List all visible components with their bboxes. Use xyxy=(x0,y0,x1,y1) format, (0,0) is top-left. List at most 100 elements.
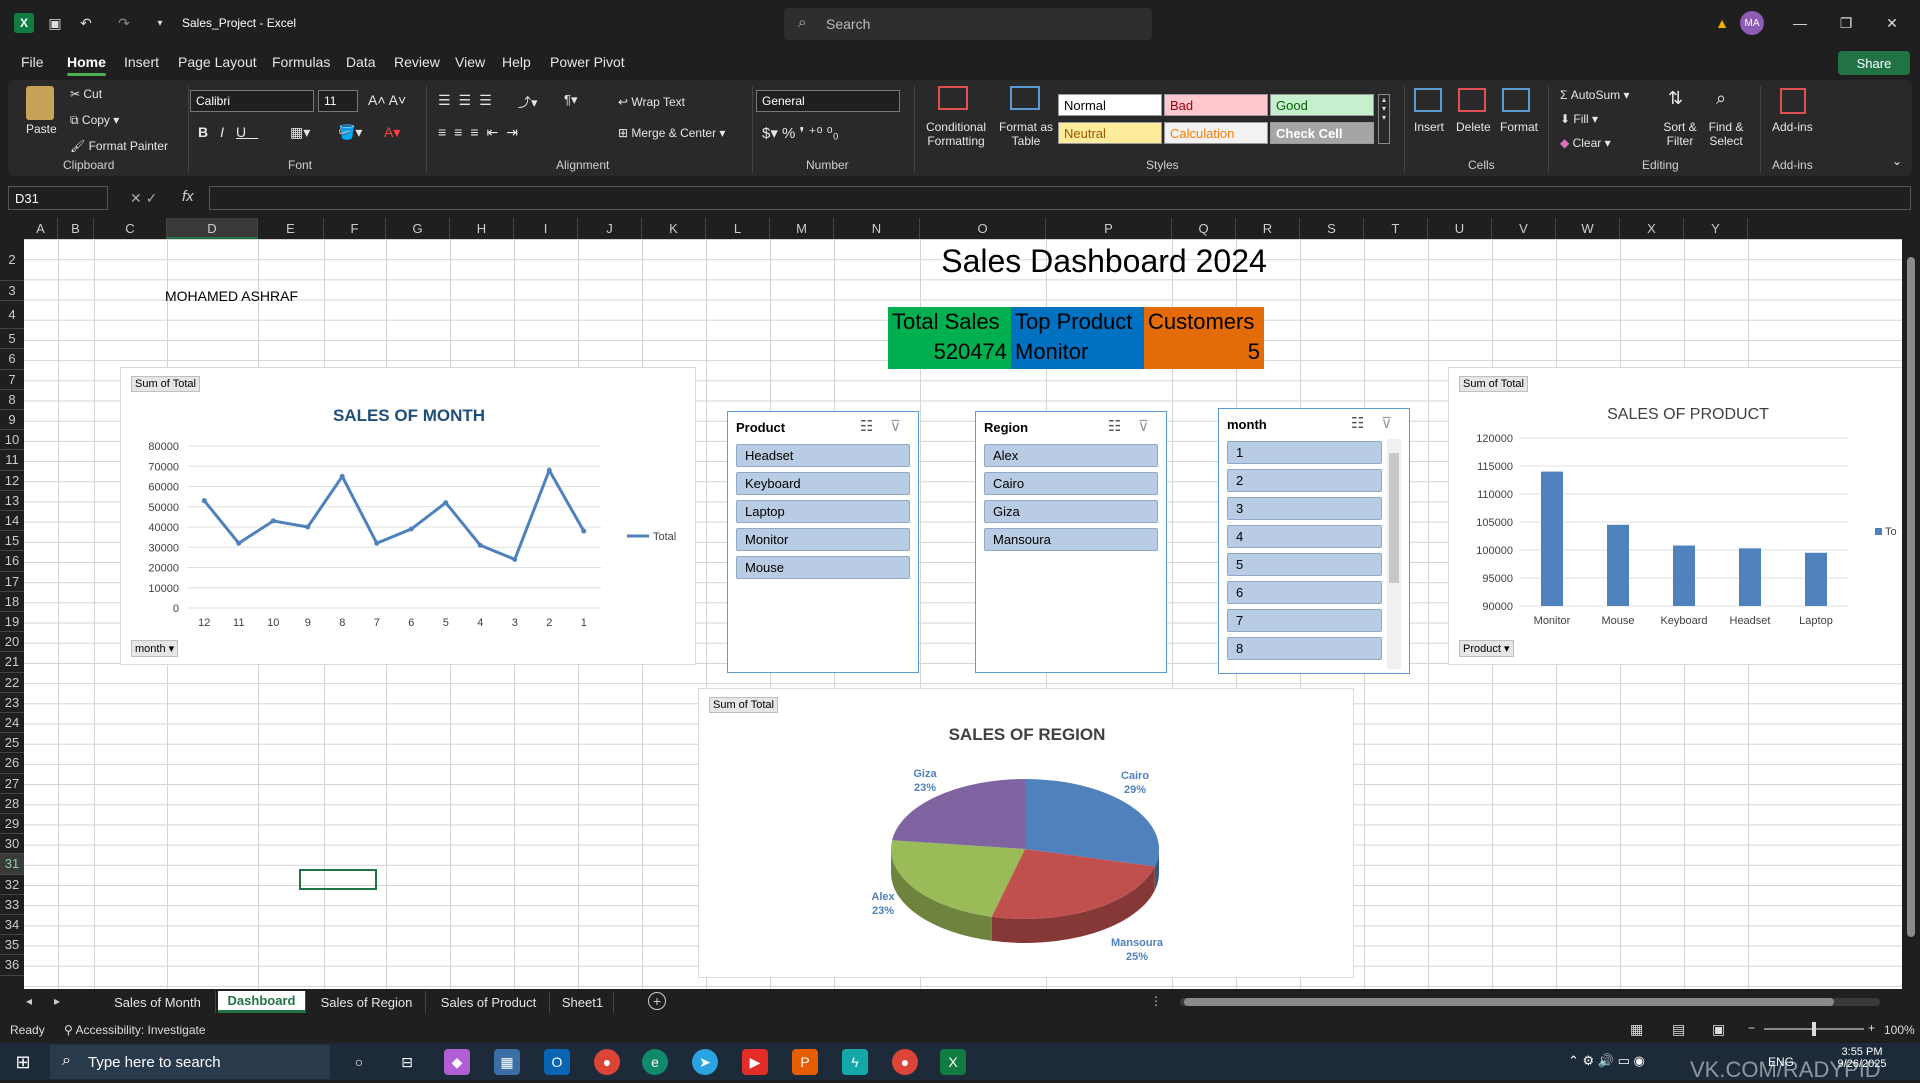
column-header-M[interactable]: M xyxy=(770,218,834,239)
slicer-region-item[interactable]: Mansoura xyxy=(984,528,1158,551)
close-icon[interactable]: ✕ xyxy=(1886,14,1898,31)
add-ins-icon[interactable] xyxy=(1780,88,1806,114)
slicer-product-item[interactable]: Mouse xyxy=(736,556,910,579)
format-as-table-icon[interactable] xyxy=(1010,86,1040,110)
insert-cells-button[interactable]: Insert xyxy=(1414,120,1445,134)
slicer-scrollbar[interactable] xyxy=(1387,439,1401,669)
slicer-product-item[interactable]: Headset xyxy=(736,444,910,467)
pivot-field-month[interactable]: month ▾ xyxy=(131,640,179,657)
edge-icon[interactable]: e xyxy=(642,1049,668,1075)
fill-color-icon[interactable]: 🪣▾ xyxy=(338,124,363,140)
tab-help[interactable]: Help xyxy=(502,54,531,70)
row-header-13[interactable]: 13 xyxy=(0,491,24,511)
row-header-16[interactable]: 16 xyxy=(0,551,24,572)
zoom-slider-thumb[interactable] xyxy=(1812,1022,1816,1036)
slicer-region[interactable]: Region ☷ ⊽ Alex Cairo Giza Mansoura xyxy=(975,411,1167,673)
column-header-N[interactable]: N xyxy=(834,218,920,239)
clock[interactable]: 3:55 PM 9/26/2025 xyxy=(1832,1046,1892,1070)
chrome-icon[interactable]: ● xyxy=(594,1049,620,1075)
horizontal-align-icons[interactable]: ≡≡≡⇤⇥ xyxy=(438,124,526,140)
clear-button[interactable]: ◆ Clear ▾ xyxy=(1560,136,1611,150)
share-button[interactable]: Share xyxy=(1838,51,1910,75)
sort-filter-button[interactable]: Sort & Filter xyxy=(1663,120,1697,148)
column-header-V[interactable]: V xyxy=(1492,218,1556,239)
row-header-3[interactable]: 3 xyxy=(0,281,24,302)
customize-toolbar-icon[interactable]: ▾ xyxy=(157,17,163,29)
delete-cells-button[interactable]: Delete xyxy=(1456,120,1491,134)
sheet-tab-dashboard[interactable]: Dashboard xyxy=(218,991,306,1013)
system-tray-icons[interactable]: ⌃ ⚙ 🔊 ▭ ◉ xyxy=(1568,1053,1645,1068)
youtube-icon[interactable]: ▶ xyxy=(742,1049,768,1075)
clear-filter-icon[interactable]: ⊽ xyxy=(890,418,901,435)
style-bad[interactable]: Bad xyxy=(1164,94,1268,116)
tab-formulas[interactable]: Formulas xyxy=(272,54,331,70)
slicer-month[interactable]: month ☷ ⊽ 1 2 3 4 5 6 7 8 xyxy=(1218,408,1410,674)
column-header-S[interactable]: S xyxy=(1300,218,1364,239)
tab-insert[interactable]: Insert xyxy=(124,54,160,70)
font-size-select[interactable]: 11 xyxy=(318,90,358,112)
font-grow-shrink-icon[interactable]: A˄ A˅ xyxy=(368,92,407,108)
taskbar-search[interactable]: ⌕ Type here to search xyxy=(50,1045,330,1079)
column-header-E[interactable]: E xyxy=(258,218,324,239)
row-header-18[interactable]: 18 xyxy=(0,592,24,612)
tab-file[interactable]: File xyxy=(21,54,44,70)
slicer-region-item[interactable]: Alex xyxy=(984,444,1158,467)
column-header-U[interactable]: U xyxy=(1428,218,1492,239)
next-sheet-icon[interactable]: ▸ xyxy=(54,994,61,1008)
horizontal-scrollbar[interactable] xyxy=(1180,998,1880,1006)
row-header-26[interactable]: 26 xyxy=(0,753,24,774)
sheet-tab-sheet1[interactable]: Sheet1 xyxy=(552,991,614,1013)
borders-icon[interactable]: ▦▾ xyxy=(290,124,311,140)
slicer-month-item[interactable]: 6 xyxy=(1227,581,1382,604)
column-header-C[interactable]: C xyxy=(94,218,167,239)
slicer-region-item[interactable]: Giza xyxy=(984,500,1158,523)
column-header-P[interactable]: P xyxy=(1046,218,1172,239)
row-header-2[interactable]: 2 xyxy=(0,239,24,281)
scroll-thumb[interactable] xyxy=(1389,453,1399,583)
column-header-G[interactable]: G xyxy=(386,218,450,239)
row-header-5[interactable]: 5 xyxy=(0,329,24,350)
cut-button[interactable]: ✂ Cut xyxy=(70,87,102,101)
row-header-15[interactable]: 15 xyxy=(0,531,24,552)
column-header-K[interactable]: K xyxy=(642,218,706,239)
conditional-formatting-button[interactable]: Conditional Formatting xyxy=(925,120,987,148)
row-header-19[interactable]: 19 xyxy=(0,612,24,633)
style-neutral[interactable]: Neutral xyxy=(1058,122,1162,144)
row-header-4[interactable]: 4 xyxy=(0,301,24,330)
column-header-B[interactable]: B xyxy=(58,218,94,239)
column-header-F[interactable]: F xyxy=(324,218,386,239)
pivot-field-sum-total[interactable]: Sum of Total xyxy=(1459,376,1528,392)
row-header-20[interactable]: 20 xyxy=(0,632,24,653)
slicer-month-item[interactable]: 2 xyxy=(1227,469,1382,492)
row-header-22[interactable]: 22 xyxy=(0,673,24,693)
multi-select-icon[interactable]: ☷ xyxy=(860,418,874,435)
collapse-ribbon-icon[interactable]: ⌄ xyxy=(1892,154,1903,168)
scroll-thumb[interactable] xyxy=(1907,257,1915,937)
pivot-field-sum-total[interactable]: Sum of Total xyxy=(709,697,778,713)
tab-review[interactable]: Review xyxy=(394,54,440,70)
zoom-in-icon[interactable]: + xyxy=(1868,1021,1876,1035)
row-header-14[interactable]: 14 xyxy=(0,511,24,532)
slicer-month-item[interactable]: 3 xyxy=(1227,497,1382,520)
minimize-icon[interactable]: — xyxy=(1793,15,1807,31)
store-icon[interactable]: ▦ xyxy=(494,1049,520,1075)
slicer-product-item[interactable]: Laptop xyxy=(736,500,910,523)
pivot-field-product[interactable]: Product ▾ xyxy=(1459,640,1514,657)
row-header-33[interactable]: 33 xyxy=(0,895,24,915)
slicer-product[interactable]: Product ☷ ⊽ Headset Keyboard Laptop Monitor… xyxy=(727,411,919,673)
format-painter-button[interactable]: 🖌 Format Painter xyxy=(70,139,168,153)
restore-icon[interactable]: ❐ xyxy=(1839,14,1853,31)
row-header-7[interactable]: 7 xyxy=(0,370,24,390)
column-header-X[interactable]: X xyxy=(1620,218,1684,239)
paste-button[interactable]: Paste xyxy=(26,122,57,136)
slicer-product-item[interactable]: Keyboard xyxy=(736,472,910,495)
row-header-28[interactable]: 28 xyxy=(0,794,24,814)
sheet-tab-sales-of-month[interactable]: Sales of Month xyxy=(100,991,216,1013)
tab-page-layout[interactable]: Page Layout xyxy=(178,54,257,70)
windows-start-icon[interactable]: ⊞ xyxy=(15,1051,31,1072)
row-header-32[interactable]: 32 xyxy=(0,875,24,895)
add-ins-button[interactable]: Add-ins xyxy=(1772,120,1813,134)
column-header-W[interactable]: W xyxy=(1556,218,1620,239)
fill-button[interactable]: ⬇ Fill ▾ xyxy=(1560,112,1599,126)
multi-select-icon[interactable]: ☷ xyxy=(1108,418,1122,435)
